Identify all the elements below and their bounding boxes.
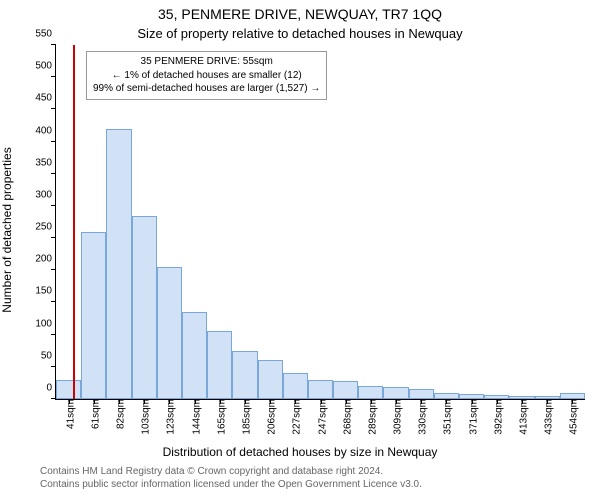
footer-line-2: Contains public sector information licen…	[40, 478, 600, 491]
y-tick-label: 250	[22, 222, 56, 233]
marker-annotation: 35 PENMERE DRIVE: 55sqm ← 1% of detached…	[86, 51, 327, 100]
x-tick-label: 123sqm	[162, 399, 177, 435]
chart-root: { "chart": { "type": "histogram", "title…	[0, 0, 600, 500]
x-axis-label: Distribution of detached houses by size …	[0, 445, 600, 459]
histogram-bar	[383, 387, 408, 399]
x-tick-label: 309sqm	[389, 399, 404, 435]
y-tick-label: 550	[22, 29, 56, 40]
y-tick-mark	[51, 44, 56, 45]
x-tick-label: 289sqm	[363, 399, 378, 435]
x-tick-label: 82sqm	[111, 399, 126, 429]
y-tick-mark	[51, 269, 56, 270]
x-tick-label: 41sqm	[61, 399, 76, 429]
x-tick-label: 61sqm	[86, 399, 101, 429]
chart-title-address: 35, PENMERE DRIVE, NEWQUAY, TR7 1QQ	[0, 6, 600, 22]
x-tick-label: 185sqm	[237, 399, 252, 435]
y-tick-mark	[51, 237, 56, 238]
y-tick-mark	[51, 108, 56, 109]
histogram-bar	[409, 389, 434, 399]
histogram-bar	[232, 351, 257, 399]
x-tick-label: 206sqm	[263, 399, 278, 435]
y-tick-label: 350	[22, 157, 56, 168]
x-tick-label: 227sqm	[288, 399, 303, 435]
x-tick-label: 268sqm	[338, 399, 353, 435]
y-tick-mark	[51, 301, 56, 302]
y-tick-label: 150	[22, 286, 56, 297]
x-tick-label: 433sqm	[540, 399, 555, 435]
histogram-bar	[308, 380, 333, 399]
y-tick-label: 100	[22, 318, 56, 329]
y-tick-mark	[51, 334, 56, 335]
histogram-bar	[358, 386, 383, 399]
histogram-bar	[132, 216, 157, 399]
footer-attribution: Contains HM Land Registry data © Crown c…	[0, 465, 600, 491]
y-tick-mark	[51, 173, 56, 174]
property-marker-line	[73, 45, 75, 399]
x-tick-label: 454sqm	[565, 399, 580, 435]
y-tick-mark	[51, 366, 56, 367]
x-tick-label: 247sqm	[313, 399, 328, 435]
histogram-bar	[283, 373, 308, 399]
y-axis-label: Number of detached properties	[0, 65, 14, 230]
y-tick-label: 300	[22, 189, 56, 200]
annotation-line-3: 99% of semi-detached houses are larger (…	[93, 82, 320, 96]
x-tick-label: 165sqm	[212, 399, 227, 435]
y-tick-label: 200	[22, 254, 56, 265]
histogram-bar	[182, 312, 207, 399]
x-tick-label: 144sqm	[187, 399, 202, 435]
histogram-bar	[207, 331, 232, 399]
plot-area: 35 PENMERE DRIVE: 55sqm ← 1% of detached…	[55, 45, 585, 400]
y-tick-mark	[51, 141, 56, 142]
histogram-bar	[56, 380, 81, 399]
y-tick-mark	[51, 205, 56, 206]
histogram-bar	[157, 267, 182, 399]
x-tick-label: 103sqm	[137, 399, 152, 435]
y-tick-label: 400	[22, 125, 56, 136]
x-tick-label: 371sqm	[464, 399, 479, 435]
y-tick-label: 500	[22, 61, 56, 72]
x-tick-label: 351sqm	[439, 399, 454, 435]
histogram-bar	[81, 232, 106, 399]
x-tick-label: 392sqm	[489, 399, 504, 435]
x-tick-label: 330sqm	[414, 399, 429, 435]
y-tick-label: 450	[22, 93, 56, 104]
histogram-bar	[333, 381, 358, 399]
y-tick-label: 50	[22, 350, 56, 361]
footer-line-1: Contains HM Land Registry data © Crown c…	[40, 465, 600, 478]
x-tick-label: 413sqm	[515, 399, 530, 435]
annotation-line-2: ← 1% of detached houses are smaller (12)	[93, 69, 320, 83]
chart-title-desc: Size of property relative to detached ho…	[0, 26, 600, 41]
y-tick-mark	[51, 76, 56, 77]
annotation-line-1: 35 PENMERE DRIVE: 55sqm	[93, 55, 320, 69]
y-tick-label: 0	[22, 383, 56, 394]
histogram-bar	[258, 360, 283, 399]
histogram-bar	[106, 129, 131, 399]
